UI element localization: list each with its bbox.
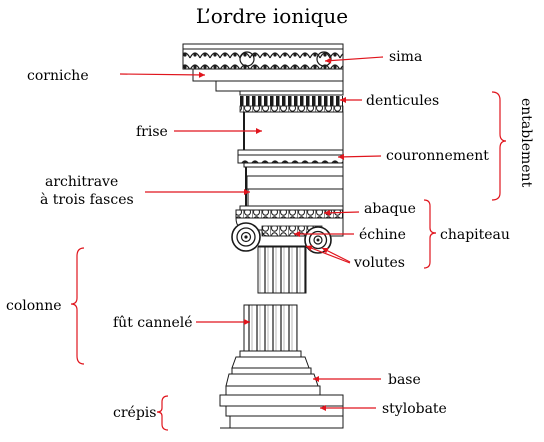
arrow-denticules — [340, 97, 362, 103]
label-echine: échine — [359, 227, 406, 243]
arrow-base — [313, 376, 381, 382]
arrow-couronnement — [337, 153, 382, 160]
label-sima: sima — [389, 49, 423, 65]
capital — [231, 205, 344, 254]
label-entablement: entablement — [518, 98, 534, 188]
chapiteau-bracket — [423, 199, 437, 269]
arrow-volutes-1 — [305, 245, 351, 264]
arrow-echine — [294, 231, 354, 237]
label-fut-cannele: fût cannelé — [113, 315, 193, 331]
architrave — [245, 166, 344, 207]
left-volute — [231, 222, 261, 252]
arrow-sima — [324, 56, 384, 64]
arrow-architrave — [145, 189, 250, 195]
arrow-stylobate — [320, 405, 376, 411]
label-frise: frise — [136, 124, 168, 140]
colonne-bracket — [70, 247, 85, 365]
group-brackets — [70, 91, 507, 431]
label-architrave: architrave — [45, 174, 119, 190]
crowning-moulding — [237, 149, 344, 168]
label-abaque: abaque — [364, 201, 416, 217]
column-shaft-upper — [257, 246, 307, 294]
arrow-abaque — [323, 209, 360, 216]
arrow-corniche — [119, 71, 206, 78]
label-corniche: corniche — [27, 68, 89, 84]
arrow-volutes-2 — [321, 247, 351, 263]
cornice — [192, 68, 344, 92]
arrow-frise — [174, 128, 262, 134]
crepis-bracket — [156, 395, 169, 431]
label-denticules: denticules — [366, 93, 440, 109]
dentils-moulding — [239, 90, 344, 113]
label-base: base — [388, 372, 421, 388]
label-chapiteau: chapiteau — [440, 227, 510, 243]
label-arrows — [119, 56, 384, 411]
diagram-title: L’ordre ionique — [195, 4, 349, 28]
column-shaft-lower — [243, 304, 298, 352]
arrow-fut — [196, 319, 250, 325]
label-crepis: crépis — [113, 405, 157, 421]
label-stylobate: stylobate — [382, 401, 447, 417]
label-architrave-fasces: à trois fasces — [40, 192, 134, 208]
sima-moulding — [182, 43, 344, 70]
label-colonne: colonne — [6, 298, 62, 314]
label-volutes: volutes — [354, 255, 405, 271]
label-couronnement: couronnement — [386, 148, 489, 164]
column-base — [225, 350, 321, 396]
entablement-bracket — [491, 91, 507, 201]
stylobate-steps — [219, 394, 344, 429]
